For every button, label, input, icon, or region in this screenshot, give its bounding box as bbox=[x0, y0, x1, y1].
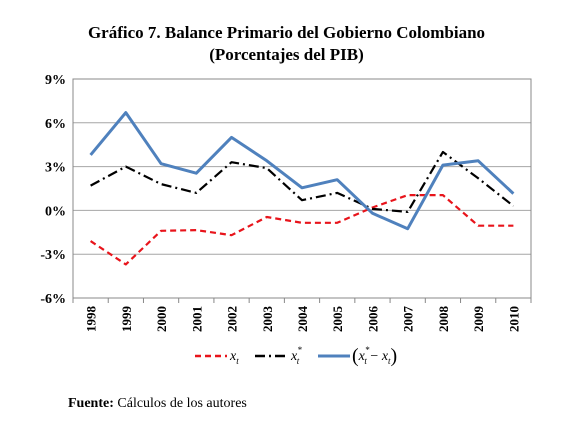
x-tick-label: 1998 bbox=[84, 306, 99, 333]
y-axis: -6% -3% 0% 3% 6% 9% bbox=[40, 73, 66, 307]
chart-subtitle: (Porcentajes del PIB) bbox=[209, 45, 364, 64]
source-note: Fuente: Cálculos de los autores bbox=[68, 396, 247, 412]
x-tick-label: 2002 bbox=[225, 306, 240, 332]
legend-label-gap: (x* t − xt) bbox=[352, 345, 397, 367]
x-tick-label: 2000 bbox=[154, 306, 169, 332]
legend: xt x* t (x* t − xt) bbox=[195, 345, 397, 367]
x-tick-label: 2001 bbox=[189, 306, 204, 332]
y-tick-label: 9% bbox=[45, 73, 66, 88]
legend-label-xt: xt bbox=[229, 349, 239, 366]
series-line-2 bbox=[89, 111, 515, 231]
y-tick-label: -3% bbox=[40, 248, 66, 263]
series-lines bbox=[89, 111, 515, 266]
x-tick-label: 2007 bbox=[401, 306, 416, 333]
x-tick-label: 2005 bbox=[330, 306, 345, 333]
x-tick-label: 2006 bbox=[365, 306, 380, 333]
series-line-1 bbox=[90, 150, 515, 213]
y-tick-label: 6% bbox=[45, 117, 66, 132]
y-tick-label: -6% bbox=[40, 292, 66, 307]
source-text: Cálculos de los autores bbox=[117, 396, 247, 411]
x-tick-label: 2010 bbox=[506, 306, 521, 332]
plot-frame bbox=[72, 78, 532, 299]
y-tick-label: 3% bbox=[45, 161, 66, 176]
y-tick-label: 0% bbox=[45, 204, 66, 219]
chart-title: Gráfico 7. Balance Primario del Gobierno… bbox=[87, 23, 486, 42]
source-label: Fuente: bbox=[68, 396, 114, 411]
x-tick-label: 2009 bbox=[471, 306, 486, 333]
legend-label-xt-star: x* t bbox=[290, 345, 302, 366]
x-tick-label: 1999 bbox=[119, 306, 134, 333]
series-line-0 bbox=[89, 194, 514, 266]
x-tick-label: 2004 bbox=[295, 306, 310, 333]
x-tick-label: 2003 bbox=[260, 306, 275, 333]
x-axis: 1998 1999 2000 2001 2002 2003 2004 2005 2006 2007… bbox=[72, 298, 532, 333]
x-tick-label: 2008 bbox=[436, 306, 451, 333]
